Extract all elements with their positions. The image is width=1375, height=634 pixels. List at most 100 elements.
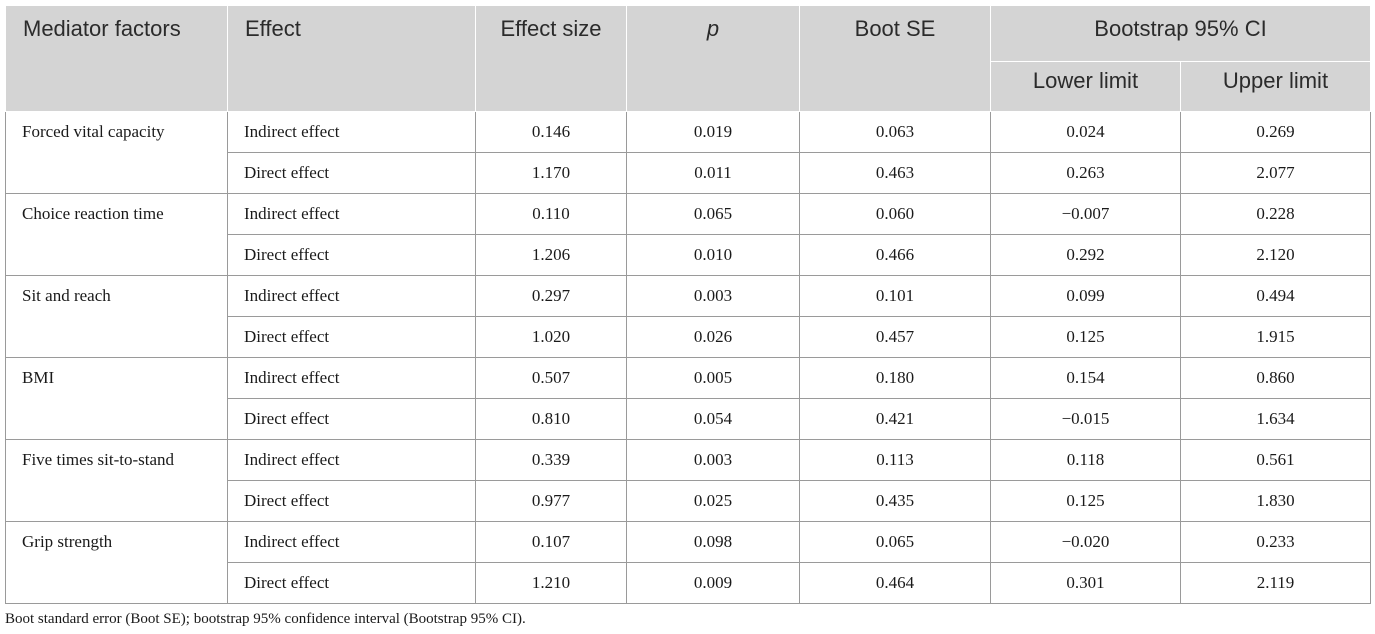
upper-limit-cell: 2.077 [1180, 152, 1371, 194]
p-value-cell: 0.098 [626, 521, 800, 563]
mediator-factor-cell: Five times sit-to-stand [5, 439, 228, 522]
header-p-value: p [626, 5, 800, 112]
mediator-factor-cell: Sit and reach [5, 275, 228, 358]
boot-se-cell: 0.113 [799, 439, 991, 481]
effect-size-cell: 0.107 [475, 521, 627, 563]
boot-se-cell: 0.464 [799, 562, 991, 604]
effect-type-cell: Direct effect [227, 152, 476, 194]
lower-limit-cell: −0.020 [990, 521, 1181, 563]
effect-size-cell: 1.206 [475, 234, 627, 276]
upper-limit-cell: 0.494 [1180, 275, 1371, 317]
effect-type-cell: Indirect effect [227, 357, 476, 399]
table-row: Five times sit-to-stand Indirect effect 0.… [5, 439, 1371, 522]
p-value-cell: 0.003 [626, 439, 800, 481]
p-value-cell: 0.010 [626, 234, 800, 276]
lower-limit-cell: −0.015 [990, 398, 1181, 440]
effect-type-cell: Indirect effect [227, 193, 476, 235]
p-value-cell: 0.065 [626, 193, 800, 235]
upper-limit-cell: 2.119 [1180, 562, 1371, 604]
effect-size-cell: 0.339 [475, 439, 627, 481]
upper-limit-cell: 0.233 [1180, 521, 1371, 563]
lower-limit-cell: 0.125 [990, 316, 1181, 358]
effect-size-cell: 0.810 [475, 398, 627, 440]
effect-size-cell: 0.110 [475, 193, 627, 235]
effect-type-cell: Direct effect [227, 398, 476, 440]
boot-se-cell: 0.101 [799, 275, 991, 317]
p-value-cell: 0.019 [626, 111, 800, 153]
header-lower-limit: Lower limit [990, 61, 1181, 112]
effect-size-cell: 1.170 [475, 152, 627, 194]
boot-se-cell: 0.180 [799, 357, 991, 399]
lower-limit-cell: 0.292 [990, 234, 1181, 276]
lower-limit-cell: 0.263 [990, 152, 1181, 194]
boot-se-cell: 0.457 [799, 316, 991, 358]
mediator-factor-cell: Grip strength [5, 521, 228, 604]
upper-limit-cell: 1.634 [1180, 398, 1371, 440]
boot-se-cell: 0.435 [799, 480, 991, 522]
effect-size-cell: 0.977 [475, 480, 627, 522]
effect-type-cell: Indirect effect [227, 439, 476, 481]
table-footnote: Boot standard error (Boot SE); bootstrap… [5, 611, 526, 627]
p-value-cell: 0.005 [626, 357, 800, 399]
mediator-factor-cell: BMI [5, 357, 228, 440]
header-upper-limit: Upper limit [1180, 61, 1371, 112]
lower-limit-cell: 0.125 [990, 480, 1181, 522]
upper-limit-cell: 0.561 [1180, 439, 1371, 481]
table-body: Forced vital capacity Indirect effect 0.14… [5, 111, 1371, 604]
table-row: Direct effect 1.210 0.009 0.464 0.301 2.119 [6, 562, 1371, 604]
header-boot-se: Boot SE [799, 5, 991, 112]
table-row: Sit and reach Indirect effect 0.297 0.003 0.… [5, 275, 1371, 358]
table-row: Forced vital capacity Indirect effect 0.14… [5, 111, 1371, 194]
upper-limit-cell: 1.915 [1180, 316, 1371, 358]
boot-se-cell: 0.063 [799, 111, 991, 153]
effect-type-cell: Indirect effect [227, 111, 476, 153]
boot-se-cell: 0.421 [799, 398, 991, 440]
effect-type-cell: Direct effect [227, 562, 476, 604]
lower-limit-cell: 0.024 [990, 111, 1181, 153]
lower-limit-cell: 0.301 [990, 562, 1181, 604]
upper-limit-cell: 0.269 [1180, 111, 1371, 153]
table-row: Choice reaction time Indirect effect 0.110… [5, 193, 1371, 276]
table-row: Direct effect 0.977 0.025 0.435 0.125 1.830 [6, 480, 1371, 522]
table-row: Direct effect 1.206 0.010 0.466 0.292 2.120 [6, 234, 1371, 276]
p-value-cell: 0.026 [626, 316, 800, 358]
table-row: BMI Indirect effect 0.507 0.005 0.180 0.154 0.… [5, 357, 1371, 440]
effect-type-cell: Direct effect [227, 316, 476, 358]
table-row: Direct effect 1.170 0.011 0.463 0.263 2.077 [6, 152, 1371, 194]
lower-limit-cell: 0.099 [990, 275, 1181, 317]
table-row: Direct effect 1.020 0.026 0.457 0.125 1.915 [6, 316, 1371, 358]
effect-size-cell: 0.146 [475, 111, 627, 153]
p-value-cell: 0.009 [626, 562, 800, 604]
effect-size-cell: 0.507 [475, 357, 627, 399]
header-bootstrap-ci: Bootstrap 95% CI [990, 5, 1371, 62]
boot-se-cell: 0.065 [799, 521, 991, 563]
upper-limit-cell: 0.228 [1180, 193, 1371, 235]
p-value-cell: 0.003 [626, 275, 800, 317]
mediator-factor-cell: Forced vital capacity [5, 111, 228, 194]
table-row: Direct effect 0.810 0.054 0.421 −0.015 1.634 [6, 398, 1371, 440]
upper-limit-cell: 2.120 [1180, 234, 1371, 276]
effect-type-cell: Direct effect [227, 480, 476, 522]
effect-size-cell: 1.020 [475, 316, 627, 358]
lower-limit-cell: −0.007 [990, 193, 1181, 235]
effect-type-cell: Indirect effect [227, 521, 476, 563]
lower-limit-cell: 0.118 [990, 439, 1181, 481]
p-value-cell: 0.054 [626, 398, 800, 440]
header-effect-size: Effect size [475, 5, 627, 112]
mediation-results-table: Mediator factors Effect Effect size p Bo… [5, 5, 1371, 604]
boot-se-cell: 0.060 [799, 193, 991, 235]
lower-limit-cell: 0.154 [990, 357, 1181, 399]
mediator-factor-cell: Choice reaction time [5, 193, 228, 276]
table-row: Grip strength Indirect effect 0.107 0.098 0.… [5, 521, 1371, 604]
p-value-cell: 0.011 [626, 152, 800, 194]
p-value-cell: 0.025 [626, 480, 800, 522]
boot-se-cell: 0.466 [799, 234, 991, 276]
table-header: Mediator factors Effect Effect size p Bo… [5, 5, 1371, 112]
effect-type-cell: Indirect effect [227, 275, 476, 317]
effect-size-cell: 0.297 [475, 275, 627, 317]
effect-type-cell: Direct effect [227, 234, 476, 276]
upper-limit-cell: 1.830 [1180, 480, 1371, 522]
boot-se-cell: 0.463 [799, 152, 991, 194]
upper-limit-cell: 0.860 [1180, 357, 1371, 399]
effect-size-cell: 1.210 [475, 562, 627, 604]
